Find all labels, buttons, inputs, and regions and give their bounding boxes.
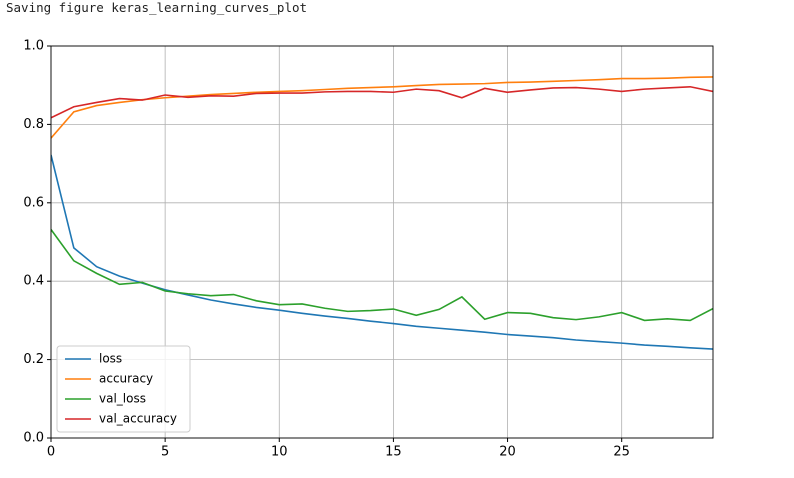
y-tick-label: 0.2 — [23, 352, 44, 367]
legend-label: loss — [99, 352, 122, 366]
legend-box — [56, 345, 191, 433]
x-tick-label: 25 — [613, 445, 630, 460]
x-tick-label: 10 — [271, 445, 288, 460]
line — [51, 154, 713, 350]
y-tick-label: 0.0 — [23, 431, 44, 446]
y-tick-label: 0.6 — [23, 195, 44, 210]
legend-label: accuracy — [99, 372, 153, 386]
plot-frame — [50, 45, 714, 439]
output-text: Saving figure keras_learning_curves_plot — [6, 0, 308, 15]
legend-label: val_loss — [99, 392, 146, 406]
y-tick-label: 0.4 — [23, 274, 44, 289]
x-tick-label: 20 — [499, 445, 516, 460]
x-tick-label: 0 — [47, 445, 55, 460]
y-tick-label: 0.8 — [23, 117, 44, 132]
line — [51, 76, 713, 139]
x-tick-label: 15 — [385, 445, 402, 460]
legend-label: val_accuracy — [99, 412, 177, 426]
line — [51, 228, 713, 322]
line — [51, 85, 713, 119]
y-tick-label: 1.0 — [23, 39, 44, 54]
x-tick-label: 5 — [161, 445, 169, 460]
